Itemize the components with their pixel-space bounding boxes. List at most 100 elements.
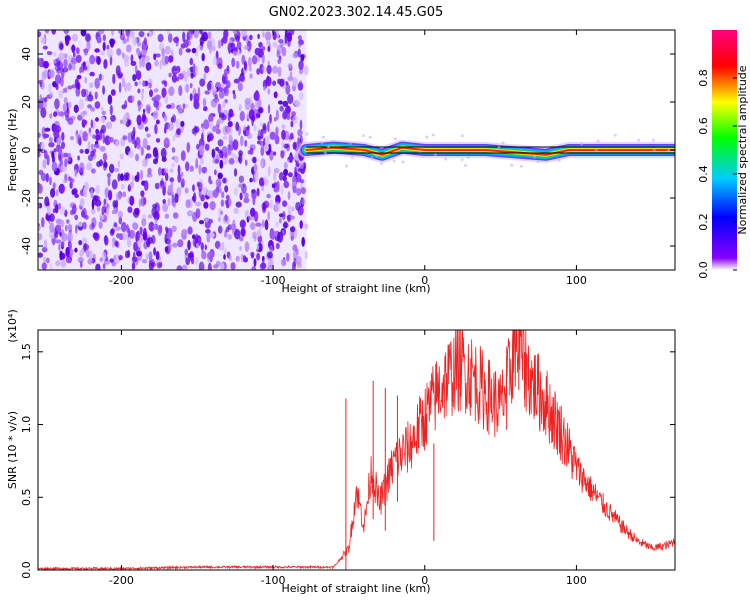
- band-speckle: [460, 134, 464, 138]
- noise-blob: [228, 158, 235, 165]
- noise-blob: [106, 48, 114, 58]
- noise-blob: [80, 30, 87, 37]
- noise-blob: [46, 154, 50, 166]
- noise-blob: [230, 223, 237, 231]
- noise-blob: [209, 180, 213, 185]
- noise-blob: [292, 141, 297, 150]
- noise-blob: [299, 220, 303, 229]
- noise-blob: [263, 85, 266, 92]
- noise-blob: [237, 182, 244, 189]
- noise-blob: [282, 100, 289, 107]
- noise-blob: [299, 161, 305, 170]
- noise-blob: [90, 143, 94, 150]
- noise-blob: [249, 177, 253, 183]
- noise-blob: [87, 141, 91, 152]
- noise-blob: [137, 88, 141, 94]
- noise-blob: [51, 161, 58, 172]
- noise-blob: [105, 121, 113, 130]
- noise-blob: [38, 57, 42, 66]
- band-speckle: [466, 156, 470, 159]
- noise-blob: [89, 71, 95, 77]
- noise-blob: [167, 184, 173, 193]
- noise-blob: [200, 35, 206, 41]
- noise-blob: [202, 98, 207, 107]
- noise-blob: [102, 34, 107, 42]
- noise-blob: [115, 226, 121, 231]
- noise-blob: [67, 234, 72, 241]
- noise-blob: [167, 198, 171, 207]
- noise-blob: [220, 38, 224, 47]
- noise-blob: [238, 150, 243, 157]
- noise-blob: [48, 69, 55, 79]
- noise-blob: [106, 44, 110, 50]
- noise-blob: [79, 198, 85, 207]
- noise-blob: [185, 48, 191, 53]
- noise-blob: [278, 100, 283, 105]
- noise-blob: [258, 42, 263, 48]
- noise-blob: [269, 113, 272, 124]
- noise-blob: [166, 104, 172, 109]
- noise-blob: [96, 161, 101, 168]
- noise-blob: [176, 265, 183, 270]
- noise-blob: [163, 137, 170, 149]
- colorbar-tick-label: 0.6: [697, 117, 710, 135]
- noise-blob: [67, 117, 74, 125]
- noise-blob: [237, 49, 241, 56]
- noise-blob: [38, 132, 41, 138]
- noise-blob: [178, 73, 184, 80]
- noise-blob: [143, 180, 149, 192]
- noise-blob: [161, 87, 167, 98]
- noise-blob: [275, 221, 279, 228]
- noise-blob: [59, 219, 65, 228]
- noise-blob: [257, 33, 260, 40]
- noise-blob: [241, 54, 246, 65]
- noise-blob: [287, 205, 293, 214]
- noise-blob: [49, 176, 52, 186]
- noise-blob: [58, 90, 63, 99]
- noise-blob: [153, 110, 159, 120]
- noise-blob: [184, 248, 189, 256]
- noise-blob: [234, 228, 241, 240]
- noise-blob: [146, 237, 151, 248]
- colorbar-gradient: [712, 30, 737, 270]
- noise-blob: [55, 260, 61, 267]
- noise-blob: [248, 109, 255, 120]
- noise-blob: [260, 146, 265, 156]
- noise-blob: [101, 116, 106, 124]
- noise-blob: [198, 182, 203, 192]
- signal-band: [298, 132, 675, 168]
- noise-blob: [200, 251, 208, 260]
- band-speckle: [580, 142, 584, 146]
- noise-blob: [267, 88, 271, 95]
- noise-blob: [69, 136, 75, 141]
- noise-blob: [154, 218, 158, 224]
- noise-blob: [155, 138, 161, 143]
- noise-blob: [287, 93, 294, 105]
- noise-blob: [41, 71, 46, 81]
- noise-blob: [102, 85, 105, 95]
- noise-blob: [115, 139, 120, 147]
- noise-blob: [135, 153, 139, 162]
- noise-blob: [100, 106, 104, 111]
- bottom-y-axis-label: SNR (10 * v/v): [6, 411, 19, 489]
- noise-blob: [201, 132, 204, 142]
- noise-blob: [155, 53, 161, 58]
- noise-blob: [275, 242, 280, 250]
- noise-blob: [247, 125, 250, 131]
- noise-blob: [59, 250, 63, 261]
- y-tick-label: 1.5: [20, 343, 33, 361]
- noise-blob: [211, 148, 216, 159]
- noise-blob: [75, 47, 80, 55]
- noise-blob: [208, 232, 215, 238]
- noise-blob: [84, 214, 89, 220]
- noise-blob: [251, 55, 258, 65]
- x-tick-label: 0: [421, 274, 428, 287]
- noise-blob: [253, 258, 257, 267]
- noise-blob: [281, 140, 285, 149]
- noise-blob: [251, 266, 257, 270]
- band-speckle: [431, 133, 435, 137]
- noise-blob: [267, 121, 270, 132]
- noise-blob: [104, 135, 111, 146]
- x-tick-label: 100: [566, 274, 587, 287]
